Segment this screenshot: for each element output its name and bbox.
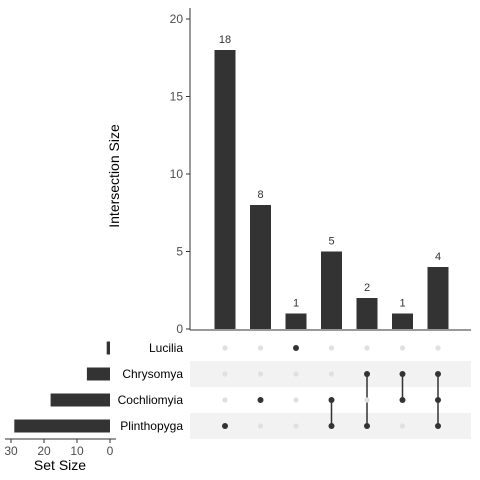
matrix-dot-inactive — [293, 423, 299, 429]
set-size-tick-label: 0 — [107, 444, 114, 458]
y-tick-label: 0 — [176, 322, 183, 336]
matrix-dot-active — [435, 397, 441, 403]
bar-value-label: 1 — [293, 298, 299, 310]
set-size-bar — [50, 393, 110, 407]
set-size-bar — [14, 419, 110, 433]
matrix-dot-active — [328, 423, 335, 429]
matrix-dot-inactive — [222, 345, 228, 351]
bar-value-label: 18 — [219, 34, 231, 46]
matrix-dot-active — [257, 397, 264, 403]
bar-value-label: 2 — [364, 282, 370, 294]
matrix-dot-inactive — [293, 397, 299, 403]
intersection-bar — [250, 205, 271, 329]
set-name-label: Lucilia — [149, 341, 183, 355]
matrix-dot-inactive — [257, 345, 264, 351]
matrix-dot-inactive — [257, 371, 264, 377]
set-size-tick-label: 30 — [4, 444, 18, 458]
matrix-dot-inactive — [328, 345, 335, 351]
bar-value-label: 4 — [435, 251, 441, 263]
set-name-label: Plinthopyga — [120, 419, 183, 433]
set-size-tick-label: 20 — [37, 444, 51, 458]
matrix-dot-active — [399, 371, 406, 377]
y-tick-label: 20 — [170, 12, 184, 26]
matrix-dot-inactive — [364, 345, 370, 351]
set-size-bar — [86, 367, 110, 381]
intersection-bar — [427, 267, 449, 329]
y-tick-label: 5 — [176, 245, 183, 259]
set-size-tick-label: 10 — [70, 444, 84, 458]
bar-value-label: 1 — [399, 298, 405, 310]
matrix-dot-inactive — [399, 423, 406, 429]
matrix-dot-active — [293, 345, 299, 351]
y-axis-label: Intersection Size — [106, 124, 122, 228]
matrix-dot-inactive — [293, 371, 299, 377]
intersection-bar — [356, 298, 378, 329]
set-size-bar — [106, 341, 110, 355]
matrix-dot-inactive — [364, 397, 370, 403]
bar-value-label: 8 — [257, 189, 263, 201]
bar-value-label: 5 — [328, 236, 334, 248]
set-size-axis-label: Set Size — [34, 457, 86, 473]
matrix-dot-active — [222, 423, 228, 429]
matrix-dot-inactive — [222, 397, 228, 403]
matrix-dot-active — [328, 397, 335, 403]
intersection-bar — [285, 313, 307, 329]
intersection-bar — [392, 313, 413, 329]
matrix-dot-active — [364, 423, 370, 429]
y-tick-label: 10 — [170, 167, 184, 181]
matrix-dot-active — [364, 371, 370, 377]
intersection-bar — [214, 50, 236, 329]
intersection-bar — [321, 251, 342, 329]
matrix-dot-inactive — [257, 423, 264, 429]
matrix-dot-active — [399, 397, 406, 403]
set-name-label: Cochliomyia — [118, 393, 184, 407]
matrix-dot-inactive — [222, 371, 228, 377]
matrix-dot-inactive — [435, 345, 441, 351]
matrix-dot-active — [435, 371, 441, 377]
matrix-dot-inactive — [328, 371, 335, 377]
matrix-dot-active — [435, 423, 441, 429]
matrix-dot-inactive — [399, 345, 406, 351]
y-tick-label: 15 — [170, 90, 184, 104]
set-name-label: Chrysomya — [122, 367, 183, 381]
